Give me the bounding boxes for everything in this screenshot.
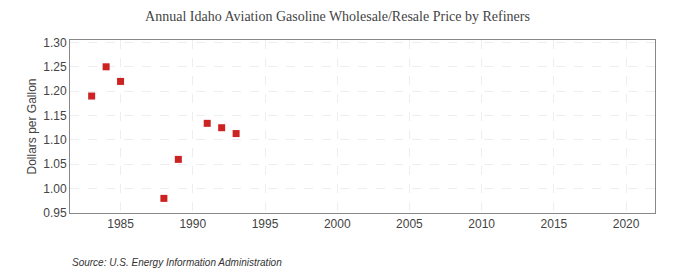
- svg-text:2020: 2020: [613, 217, 640, 231]
- svg-text:1995: 1995: [252, 217, 279, 231]
- svg-text:Annual Idaho Aviation Gasoline: Annual Idaho Aviation Gasoline Wholesale…: [145, 9, 530, 24]
- svg-text:1.30: 1.30: [43, 36, 67, 50]
- svg-text:Source: U.S. Energy Informatio: Source: U.S. Energy Information Administ…: [72, 257, 282, 268]
- svg-text:1.05: 1.05: [43, 157, 67, 171]
- svg-text:1.00: 1.00: [43, 182, 67, 196]
- svg-text:1990: 1990: [179, 217, 206, 231]
- svg-text:2010: 2010: [468, 217, 495, 231]
- svg-text:1.25: 1.25: [43, 60, 67, 74]
- svg-text:1.15: 1.15: [43, 109, 67, 123]
- svg-text:2005: 2005: [396, 217, 423, 231]
- svg-text:2000: 2000: [324, 217, 351, 231]
- svg-text:1985: 1985: [107, 217, 134, 231]
- svg-text:1.10: 1.10: [43, 133, 67, 147]
- svg-text:0.95: 0.95: [43, 206, 67, 220]
- svg-text:1.20: 1.20: [43, 84, 67, 98]
- svg-text:2015: 2015: [541, 217, 568, 231]
- svg-text:Dollars per Gallon: Dollars per Gallon: [25, 78, 39, 174]
